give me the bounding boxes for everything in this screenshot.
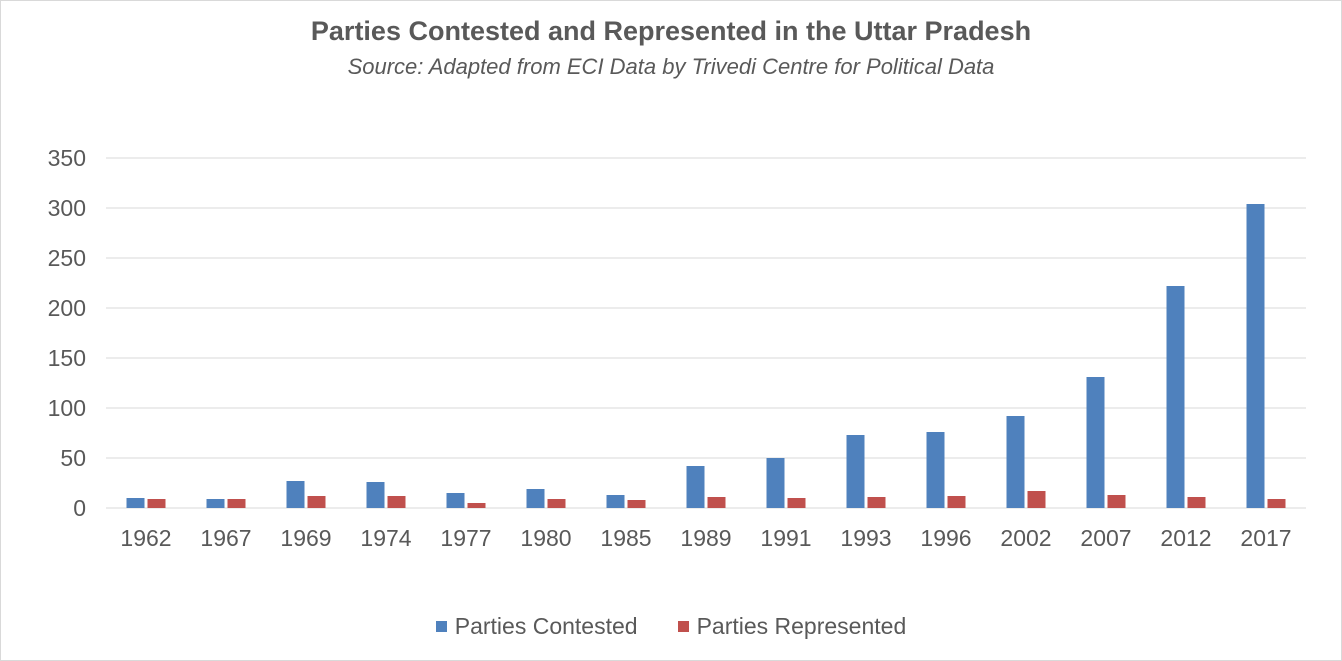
bar-contested [847,435,865,508]
x-tick-label: 1977 [440,525,491,551]
y-tick-label: 350 [48,145,86,171]
bar-contested [287,481,305,508]
bar-represented [148,499,166,508]
legend-item-contested: Parties Contested [436,613,638,640]
bar-contested [767,458,785,508]
bar-represented [228,499,246,508]
x-tick-label: 1991 [760,525,811,551]
y-tick-label: 50 [60,445,86,471]
x-tick-label: 1969 [280,525,331,551]
x-tick-label: 1974 [360,525,411,551]
bar-contested [1167,286,1185,508]
x-tick-label: 1980 [520,525,571,551]
bar-represented [388,496,406,508]
bar-represented [1108,495,1126,508]
bar-contested [527,489,545,508]
x-tick-label: 1996 [920,525,971,551]
bar-contested [447,493,465,508]
bar-represented [948,496,966,508]
x-tick-label: 1993 [840,525,891,551]
legend-label-contested: Parties Contested [455,613,638,640]
bar-contested [927,432,945,508]
bar-contested [1087,377,1105,508]
x-tick-label: 2017 [1240,525,1291,551]
x-tick-label: 2002 [1000,525,1051,551]
legend: Parties Contested Parties Represented [0,613,1342,640]
bar-contested [607,495,625,508]
bar-represented [308,496,326,508]
y-tick-label: 0 [73,495,86,521]
y-tick-label: 100 [48,395,86,421]
bar-chart: 0 50 100 150 200 250 300 350 1962 1967 1969 1974 197… [0,0,1342,600]
bar-contested [367,482,385,508]
bar-represented [628,500,646,508]
y-tick-label: 150 [48,345,86,371]
bar-contested [127,498,145,508]
legend-label-represented: Parties Represented [697,613,907,640]
x-tick-label: 2012 [1160,525,1211,551]
bar-represented [1028,491,1046,508]
y-tick-label: 300 [48,195,86,221]
bar-contested [1247,204,1265,508]
bar-contested [1007,416,1025,508]
legend-swatch-represented [678,621,689,632]
bar-represented [868,497,886,508]
x-tick-label: 1962 [120,525,171,551]
y-tick-label: 250 [48,245,86,271]
x-tick-label: 1985 [600,525,651,551]
legend-swatch-contested [436,621,447,632]
bar-represented [548,499,566,508]
bar-contested [207,499,225,508]
x-tick-label: 1989 [680,525,731,551]
bar-represented [1188,497,1206,508]
legend-item-represented: Parties Represented [678,613,907,640]
bar-represented [708,497,726,508]
y-tick-label: 200 [48,295,86,321]
bar-contested [687,466,705,508]
bar-represented [468,503,486,508]
bar-represented [1268,499,1286,508]
x-tick-label: 1967 [200,525,251,551]
bar-represented [788,498,806,508]
x-tick-label: 2007 [1080,525,1131,551]
